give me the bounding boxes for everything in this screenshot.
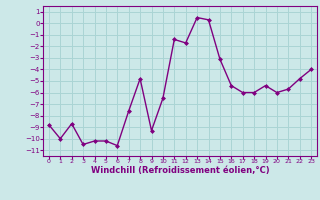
X-axis label: Windchill (Refroidissement éolien,°C): Windchill (Refroidissement éolien,°C) [91,166,269,175]
